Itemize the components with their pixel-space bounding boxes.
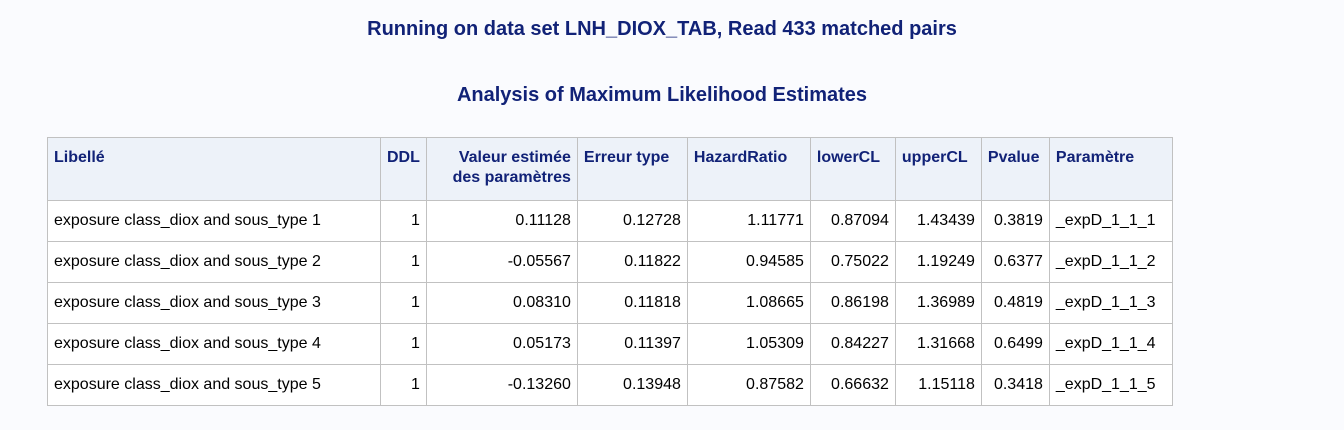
- cell-estimate: 0.05173: [425, 323, 578, 365]
- page-title: Running on data set LNH_DIOX_TAB, Read 4…: [367, 18, 957, 40]
- col-header-estimate: Valeur estimée des paramètres: [425, 137, 578, 201]
- estimates-table: Libellé DDL Valeur estimée des paramètre…: [47, 137, 1173, 406]
- cell-libelle: exposure class_diox and sous_type 4: [47, 323, 381, 365]
- cell-stderr: 0.11822: [576, 241, 688, 283]
- cell-libelle: exposure class_diox and sous_type 5: [47, 364, 381, 406]
- table-row: exposure class_diox and sous_type 1 1 0.11…: [47, 200, 1173, 242]
- cell-hazardratio: 1.05309: [686, 323, 811, 365]
- cell-estimate: -0.13260: [425, 364, 578, 406]
- cell-lowercl: 0.84227: [809, 323, 896, 365]
- cell-estimate: 0.11128: [425, 200, 578, 242]
- col-header-lowercl: lowerCL: [809, 137, 896, 201]
- cell-estimate: 0.08310: [425, 282, 578, 324]
- cell-parametre: _expD_1_1_4: [1048, 323, 1173, 365]
- table-row: exposure class_diox and sous_type 4 1 0.05…: [47, 323, 1173, 365]
- cell-stderr: 0.11818: [576, 282, 688, 324]
- cell-pvalue: 0.3418: [980, 364, 1050, 406]
- cell-parametre: _expD_1_1_2: [1048, 241, 1173, 283]
- cell-ddl: 1: [380, 200, 427, 242]
- header-row: Libellé DDL Valeur estimée des paramètre…: [47, 137, 1173, 201]
- table-row: exposure class_diox and sous_type 5 1 -0.1…: [47, 364, 1173, 406]
- cell-uppercl: 1.36989: [894, 282, 982, 324]
- col-header-uppercl: upperCL: [894, 137, 982, 201]
- cell-estimate: -0.05567: [425, 241, 578, 283]
- cell-libelle: exposure class_diox and sous_type 1: [47, 200, 381, 242]
- cell-uppercl: 1.31668: [894, 323, 982, 365]
- table-title: Analysis of Maximum Likelihood Estimates: [456, 84, 868, 106]
- cell-hazardratio: 1.11771: [686, 200, 811, 242]
- cell-lowercl: 0.86198: [809, 282, 896, 324]
- cell-hazardratio: 1.08665: [686, 282, 811, 324]
- cell-pvalue: 0.6377: [980, 241, 1050, 283]
- cell-pvalue: 0.3819: [980, 200, 1050, 242]
- cell-uppercl: 1.19249: [894, 241, 982, 283]
- cell-ddl: 1: [380, 241, 427, 283]
- cell-stderr: 0.12728: [576, 200, 688, 242]
- col-header-ddl: DDL: [380, 137, 427, 201]
- cell-stderr: 0.13948: [576, 364, 688, 406]
- cell-parametre: _expD_1_1_3: [1048, 282, 1173, 324]
- cell-ddl: 1: [380, 323, 427, 365]
- cell-uppercl: 1.15118: [894, 364, 982, 406]
- cell-libelle: exposure class_diox and sous_type 2: [47, 241, 381, 283]
- col-header-stderr: Erreur type: [576, 137, 688, 201]
- col-header-pvalue: Pvalue: [980, 137, 1050, 201]
- col-header-parametre: Paramètre: [1048, 137, 1173, 201]
- table-row: exposure class_diox and sous_type 3 1 0.08…: [47, 282, 1173, 324]
- cell-parametre: _expD_1_1_5: [1048, 364, 1173, 406]
- cell-parametre: _expD_1_1_1: [1048, 200, 1173, 242]
- cell-hazardratio: 0.94585: [686, 241, 811, 283]
- cell-uppercl: 1.43439: [894, 200, 982, 242]
- col-header-libelle: Libellé: [47, 137, 381, 201]
- col-header-hazardratio: HazardRatio: [686, 137, 811, 201]
- cell-libelle: exposure class_diox and sous_type 3: [47, 282, 381, 324]
- cell-lowercl: 0.66632: [809, 364, 896, 406]
- cell-pvalue: 0.4819: [980, 282, 1050, 324]
- cell-ddl: 1: [380, 282, 427, 324]
- cell-ddl: 1: [380, 364, 427, 406]
- cell-stderr: 0.11397: [576, 323, 688, 365]
- cell-hazardratio: 0.87582: [686, 364, 811, 406]
- cell-lowercl: 0.75022: [809, 241, 896, 283]
- cell-lowercl: 0.87094: [809, 200, 896, 242]
- cell-pvalue: 0.6499: [980, 323, 1050, 365]
- table-row: exposure class_diox and sous_type 2 1 -0.0…: [47, 241, 1173, 283]
